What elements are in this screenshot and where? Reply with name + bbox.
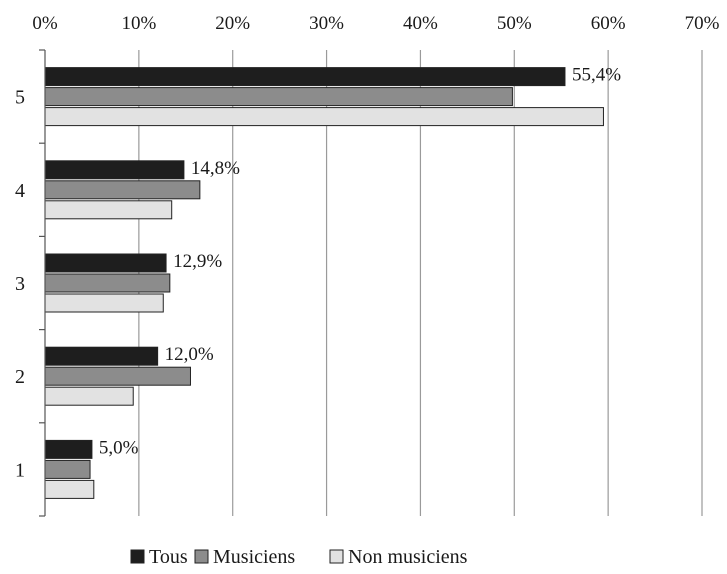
- category-label: 5: [15, 87, 25, 109]
- bar-musiciens: [44, 273, 171, 293]
- x-tick-label: 60%: [591, 13, 626, 34]
- x-tick-label: 20%: [215, 13, 250, 34]
- bar-musiciens: [44, 180, 201, 200]
- category-label: 1: [15, 459, 25, 481]
- legend-label: Tous: [149, 546, 188, 568]
- data-label: 12,0%: [165, 344, 214, 365]
- bar-tous: [44, 67, 566, 87]
- bar-musiciens: [44, 366, 191, 386]
- gridlines: [138, 50, 703, 516]
- bar-musiciens: [44, 459, 91, 479]
- bar-non-musiciens: [44, 293, 164, 313]
- legend-label: Musiciens: [213, 546, 295, 568]
- bar-tous: [44, 160, 185, 180]
- bar-non-musiciens: [44, 479, 95, 499]
- x-tick-label: 30%: [309, 13, 344, 34]
- data-label: 14,8%: [191, 158, 240, 179]
- bars: [44, 67, 604, 499]
- bar-non-musiciens: [44, 107, 604, 127]
- legend-swatch: [130, 549, 145, 564]
- category-label: 2: [15, 366, 25, 388]
- x-axis-tick-labels: 0% 10% 20% 30% 40% 50% 60% 70%: [32, 13, 719, 34]
- bar-non-musiciens: [44, 386, 134, 406]
- data-label: 5,0%: [99, 437, 139, 458]
- category-label: 3: [15, 273, 25, 295]
- x-tick-label: 10%: [121, 13, 156, 34]
- category-label: 4: [15, 180, 25, 202]
- legend: Tous Musiciens Non musiciens: [130, 546, 468, 568]
- y-axis: [39, 49, 46, 517]
- x-tick-label: 40%: [403, 13, 438, 34]
- legend-swatch: [329, 549, 344, 564]
- legend-swatch: [194, 549, 209, 564]
- bar-musiciens: [44, 87, 513, 107]
- x-tick-label: 70%: [685, 13, 720, 34]
- x-tick-label: 50%: [497, 13, 532, 34]
- bar-tous: [44, 439, 93, 459]
- data-labels: 55,4% 14,8% 12,9% 12,0% 5,0%: [99, 65, 621, 459]
- data-label: 55,4%: [572, 65, 621, 86]
- bar-non-musiciens: [44, 200, 173, 220]
- data-label: 12,9%: [173, 251, 222, 272]
- legend-label: Non musiciens: [348, 546, 468, 568]
- bar-tous: [44, 346, 159, 366]
- y-axis-category-labels: 5 4 3 2 1: [15, 87, 25, 482]
- x-tick-label: 0%: [32, 13, 58, 34]
- bar-tous: [44, 253, 167, 273]
